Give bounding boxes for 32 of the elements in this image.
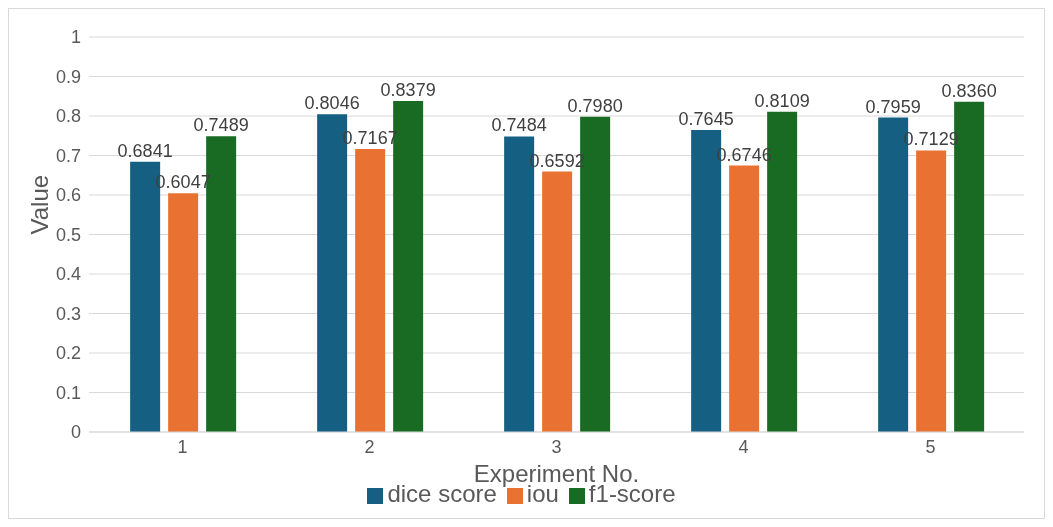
y-tick-label: 0.6 — [55, 185, 81, 206]
data-label: 0.6841 — [117, 140, 173, 161]
data-label: 0.7959 — [865, 96, 921, 117]
bar — [729, 165, 760, 432]
bar — [542, 171, 573, 432]
data-label: 0.8046 — [304, 93, 360, 114]
data-label: 0.8109 — [754, 90, 810, 111]
y-tick-label: 0.4 — [55, 264, 81, 285]
y-tick-label: 1 — [70, 27, 81, 48]
y-tick-label: 0.8 — [55, 106, 81, 127]
x-tick-label: 3 — [551, 436, 562, 457]
y-tick-label: 0 — [70, 422, 81, 443]
x-tick-label: 5 — [925, 436, 936, 457]
data-label: 0.7484 — [491, 115, 547, 136]
y-tick-label: 0.5 — [55, 224, 81, 245]
data-label: 0.8360 — [941, 80, 997, 101]
bar — [168, 193, 199, 432]
y-tick-label: 0.9 — [55, 66, 81, 87]
y-tick-label: 0.1 — [55, 382, 81, 403]
y-tick-label: 0.2 — [55, 343, 81, 364]
bar — [916, 150, 947, 432]
data-label: 0.7489 — [193, 115, 249, 136]
x-tick-label: 2 — [364, 436, 375, 457]
x-tick-label: 1 — [177, 436, 188, 457]
data-label: 0.7645 — [678, 109, 734, 130]
bar — [355, 148, 386, 432]
data-label: 0.7980 — [567, 95, 623, 116]
data-label: 0.8379 — [380, 80, 436, 101]
x-tick-label: 4 — [738, 436, 749, 457]
y-tick-label: 0.3 — [55, 303, 81, 324]
y-tick-label: 0.7 — [55, 145, 81, 166]
y-axis-title: Value — [25, 174, 53, 235]
